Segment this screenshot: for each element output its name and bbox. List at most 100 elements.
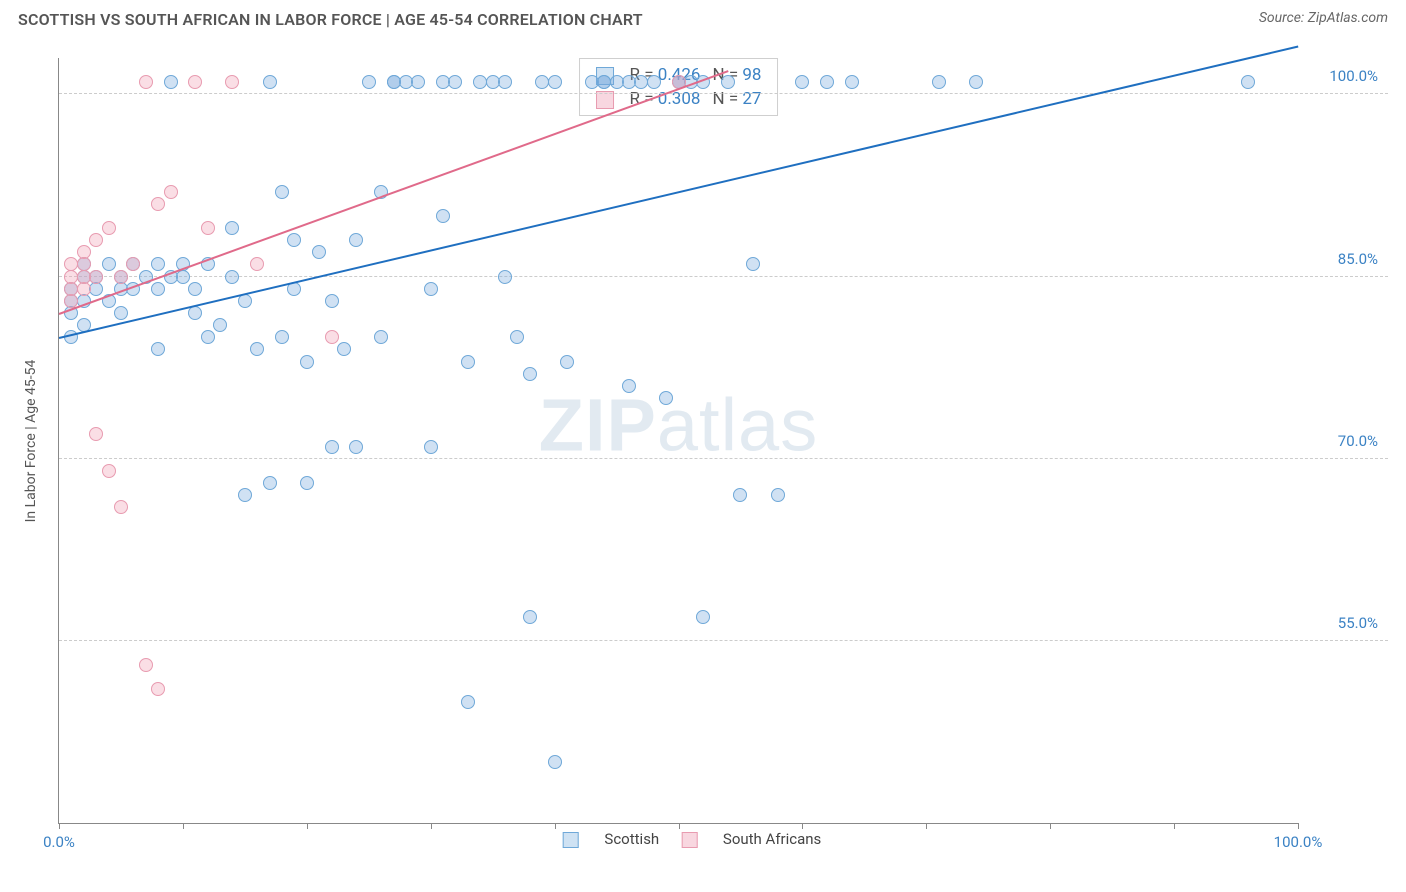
gridline (59, 276, 1388, 277)
data-point (820, 75, 834, 89)
x-tick (679, 823, 680, 829)
plot-area: In Labor Force | Age 45-54 ZIPatlas R = … (58, 58, 1298, 824)
data-point (89, 282, 103, 296)
data-point (498, 270, 512, 284)
chart-header: SCOTTISH VS SOUTH AFRICAN IN LABOR FORCE… (0, 0, 1406, 35)
data-point (300, 476, 314, 490)
data-point (151, 282, 165, 296)
data-point (77, 282, 91, 296)
data-point (721, 75, 735, 89)
data-point (139, 75, 153, 89)
data-point (188, 282, 202, 296)
x-tick-label: 100.0% (1274, 833, 1323, 851)
data-point (139, 658, 153, 672)
y-tick-label: 70.0% (1338, 432, 1378, 450)
data-point (225, 75, 239, 89)
data-point (523, 610, 537, 624)
data-point (560, 355, 574, 369)
data-point (188, 75, 202, 89)
data-point (238, 488, 252, 502)
data-point (250, 342, 264, 356)
data-point (102, 257, 116, 271)
data-point (969, 75, 983, 89)
x-tick (802, 823, 803, 829)
data-point (436, 209, 450, 223)
chart-source: Source: ZipAtlas.com (1259, 10, 1388, 26)
x-tick (59, 823, 60, 829)
data-point (89, 427, 103, 441)
data-point (325, 440, 339, 454)
gridline (59, 458, 1388, 459)
chart-title: SCOTTISH VS SOUTH AFRICAN IN LABOR FORCE… (18, 10, 643, 29)
gridline (59, 640, 1388, 641)
data-point (448, 75, 462, 89)
data-point (362, 75, 376, 89)
data-point (696, 610, 710, 624)
data-point (151, 682, 165, 696)
data-point (325, 330, 339, 344)
x-tick-label: 0.0% (43, 833, 75, 851)
data-point (164, 75, 178, 89)
data-point (411, 75, 425, 89)
data-point (548, 755, 562, 769)
data-point (126, 257, 140, 271)
data-point (114, 500, 128, 514)
legend-swatch (681, 832, 697, 848)
data-point (510, 330, 524, 344)
data-point (622, 379, 636, 393)
data-point (325, 294, 339, 308)
data-point (89, 270, 103, 284)
data-point (164, 185, 178, 199)
data-point (225, 221, 239, 235)
data-point (213, 318, 227, 332)
data-point (932, 75, 946, 89)
x-tick (1174, 823, 1175, 829)
data-point (312, 245, 326, 259)
data-point (746, 257, 760, 271)
x-tick (1050, 823, 1051, 829)
data-point (263, 476, 277, 490)
x-tick (1298, 823, 1299, 829)
x-tick (555, 823, 556, 829)
data-point (461, 355, 475, 369)
data-point (733, 488, 747, 502)
data-point (77, 257, 91, 271)
y-tick-label: 100.0% (1329, 67, 1378, 85)
data-point (523, 367, 537, 381)
x-tick (307, 823, 308, 829)
trend-line (59, 70, 729, 315)
data-point (263, 75, 277, 89)
data-point (102, 464, 116, 478)
data-point (424, 440, 438, 454)
data-point (337, 342, 351, 356)
data-point (424, 282, 438, 296)
data-point (114, 270, 128, 284)
data-point (275, 185, 289, 199)
data-point (1241, 75, 1255, 89)
watermark: ZIPatlas (539, 383, 818, 468)
data-point (548, 75, 562, 89)
data-point (300, 355, 314, 369)
data-point (102, 221, 116, 235)
data-point (659, 391, 673, 405)
series-legend: Scottish South Africans (563, 830, 844, 848)
data-point (374, 330, 388, 344)
x-tick (431, 823, 432, 829)
data-point (795, 75, 809, 89)
data-point (275, 330, 289, 344)
data-point (114, 306, 128, 320)
legend-item: South Africans (681, 830, 821, 848)
gridline (59, 93, 1388, 94)
x-tick (183, 823, 184, 829)
data-point (461, 695, 475, 709)
data-point (201, 330, 215, 344)
chart-container: In Labor Force | Age 45-54 ZIPatlas R = … (18, 44, 1388, 852)
data-point (201, 221, 215, 235)
data-point (151, 257, 165, 271)
data-point (498, 75, 512, 89)
data-point (771, 488, 785, 502)
y-tick-label: 55.0% (1338, 614, 1378, 632)
data-point (89, 233, 103, 247)
data-point (287, 233, 301, 247)
data-point (77, 245, 91, 259)
